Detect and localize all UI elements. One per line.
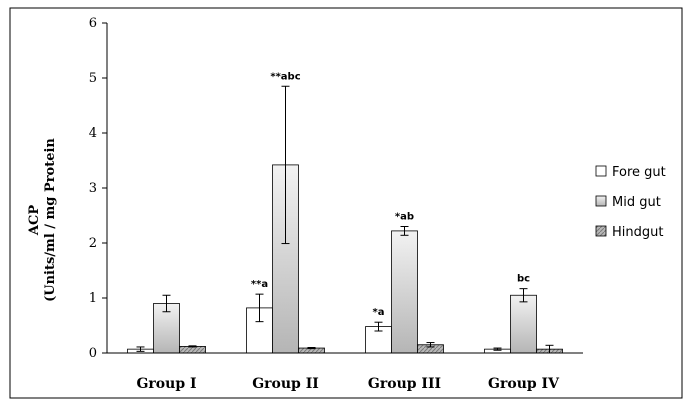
x-category-label: Group IV <box>488 376 560 392</box>
legend-label: Fore gut <box>612 165 666 180</box>
x-category-label: Group I <box>136 376 196 392</box>
bar-mid-gut <box>510 294 537 354</box>
y-tick-label: 5 <box>89 71 97 86</box>
legend-swatch <box>595 195 607 207</box>
bar-mid-gut <box>391 230 418 354</box>
y-axis-title-line2: (Units/ml / mg Protein <box>43 138 58 302</box>
x-axis-labels: Group I Group II Group III Group IV <box>136 376 560 392</box>
y-tick-label: 2 <box>89 236 97 251</box>
chart-border <box>9 7 683 399</box>
legend-swatch <box>595 225 607 237</box>
legend-swatch <box>595 165 607 177</box>
significance-label: **a <box>251 279 268 290</box>
significance-label: bc <box>517 274 530 285</box>
significance-label: *a <box>373 307 385 318</box>
legend-label: Mid gut <box>612 195 661 210</box>
y-tick-label: 1 <box>89 291 97 306</box>
y-tick-label: 3 <box>89 181 97 196</box>
y-tick-label: 4 <box>89 126 97 141</box>
legend-label: Hindgut <box>612 225 663 240</box>
y-tick-label: 0 <box>89 346 97 361</box>
y-axis-ticks: 0 1 2 3 4 5 6 <box>89 16 107 361</box>
significance-label: *ab <box>395 212 414 223</box>
legend: Fore gut Mid gut Hindgut <box>595 165 666 240</box>
bars-group: **a **abc *a *ab bc <box>127 71 563 354</box>
significance-label: **abc <box>270 71 300 82</box>
x-category-label: Group II <box>252 376 319 392</box>
x-category-label: Group III <box>368 376 441 392</box>
y-axis-title-line1: ACP <box>27 205 42 236</box>
y-tick-label: 6 <box>89 16 97 31</box>
y-axis-title: ACP (Units/ml / mg Protein <box>27 138 58 302</box>
